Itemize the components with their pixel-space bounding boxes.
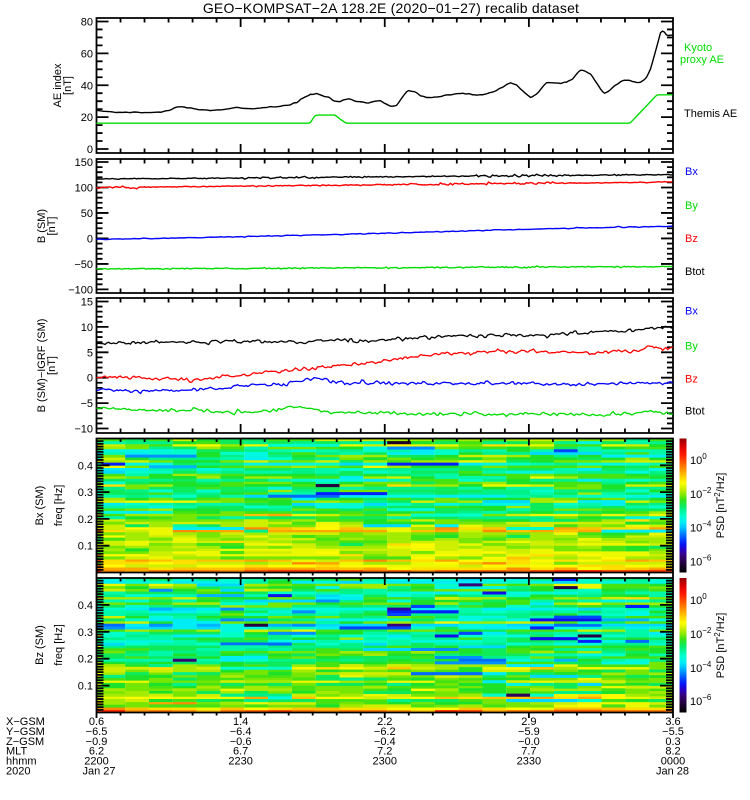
svg-text:10: 10	[81, 322, 93, 334]
svg-text:PSD [nT2/Hz]: PSD [nT2/Hz]	[713, 613, 727, 679]
svg-text:Bx: Bx	[685, 166, 698, 178]
svg-text:2.2: 2.2	[377, 716, 392, 728]
svg-text:−10: −10	[74, 424, 93, 436]
svg-text:−0.0: −0.0	[518, 736, 540, 748]
svg-text:AE index: AE index	[52, 63, 64, 108]
svg-text:Bz: Bz	[685, 374, 698, 386]
svg-text:Btot: Btot	[685, 406, 705, 418]
svg-text:Btot: Btot	[685, 266, 705, 278]
svg-text:15: 15	[81, 297, 93, 309]
svg-text:−6.4: −6.4	[230, 726, 252, 738]
svg-text:By: By	[685, 340, 698, 352]
svg-text:150: 150	[75, 157, 93, 169]
svg-text:2300: 2300	[373, 756, 397, 768]
svg-text:−0.6: −0.6	[230, 736, 252, 748]
svg-text:proxy AE: proxy AE	[680, 54, 724, 66]
svg-text:50: 50	[81, 208, 93, 220]
svg-text:60: 60	[81, 48, 93, 60]
svg-text:MLT: MLT	[6, 746, 27, 758]
svg-text:0.3: 0.3	[78, 627, 93, 639]
svg-text:5: 5	[87, 347, 93, 359]
svg-text:2020: 2020	[6, 766, 30, 778]
svg-text:Jan 28: Jan 28	[656, 766, 689, 778]
svg-text:B (SM)−IGRF (SM): B (SM)−IGRF (SM)	[36, 319, 48, 413]
svg-text:0.2: 0.2	[78, 514, 93, 526]
svg-text:0.6: 0.6	[89, 716, 104, 728]
svg-text:X−GSM: X−GSM	[6, 716, 45, 728]
svg-text:40: 40	[81, 80, 93, 92]
svg-text:0: 0	[87, 144, 93, 156]
svg-text:hhmm: hhmm	[6, 756, 37, 768]
svg-text:−50: −50	[74, 259, 93, 271]
svg-text:0.3: 0.3	[78, 487, 93, 499]
svg-text:Bz (SM): Bz (SM)	[34, 625, 46, 665]
svg-text:2230: 2230	[228, 756, 252, 768]
svg-text:Jan 27: Jan 27	[82, 766, 115, 778]
svg-text:Bx: Bx	[685, 306, 698, 318]
svg-text:−5.5: −5.5	[662, 726, 684, 738]
svg-text:2200: 2200	[84, 756, 108, 768]
svg-text:−5: −5	[80, 398, 93, 410]
svg-text:freq [Hz]: freq [Hz]	[53, 485, 65, 527]
svg-text:By: By	[685, 200, 698, 212]
svg-text:0: 0	[87, 373, 93, 385]
svg-text:Kyoto: Kyoto	[684, 42, 712, 54]
svg-text:freq [Hz]: freq [Hz]	[53, 624, 65, 666]
svg-text:[nT]: [nT]	[46, 217, 58, 236]
svg-text:Bz: Bz	[685, 233, 698, 245]
svg-text:[nT]: [nT]	[46, 356, 58, 375]
svg-text:2330: 2330	[517, 756, 541, 768]
svg-text:3.6: 3.6	[665, 716, 680, 728]
svg-text:Themis AE: Themis AE	[684, 108, 737, 120]
svg-text:0.1: 0.1	[78, 541, 93, 553]
svg-text:0.3: 0.3	[665, 736, 680, 748]
svg-text:B (SM): B (SM)	[36, 209, 48, 243]
svg-text:[nT]: [nT]	[62, 76, 74, 95]
svg-text:7.7: 7.7	[521, 746, 536, 758]
svg-text:−6.5: −6.5	[86, 726, 108, 738]
svg-text:0.1: 0.1	[78, 681, 93, 693]
svg-text:−6.2: −6.2	[374, 726, 396, 738]
svg-text:0.4: 0.4	[78, 600, 93, 612]
svg-text:0000: 0000	[661, 756, 685, 768]
svg-text:6.7: 6.7	[233, 746, 248, 758]
svg-text:7.2: 7.2	[377, 746, 392, 758]
svg-text:6.2: 6.2	[89, 746, 104, 758]
svg-text:PSD [nT2/Hz]: PSD [nT2/Hz]	[713, 473, 727, 539]
svg-text:20: 20	[81, 112, 93, 124]
svg-text:−5.9: −5.9	[518, 726, 540, 738]
svg-text:Y−GSM: Y−GSM	[6, 726, 45, 738]
svg-text:−100: −100	[68, 284, 93, 296]
svg-text:0.4: 0.4	[78, 460, 93, 472]
svg-text:0.2: 0.2	[78, 654, 93, 666]
svg-text:8.2: 8.2	[665, 746, 680, 758]
svg-text:Z−GSM: Z−GSM	[6, 736, 44, 748]
svg-text:1.4: 1.4	[233, 716, 248, 728]
svg-text:2.9: 2.9	[521, 716, 536, 728]
svg-text:0: 0	[87, 233, 93, 245]
svg-text:−0.9: −0.9	[86, 736, 108, 748]
svg-text:−0.4: −0.4	[374, 736, 396, 748]
svg-text:Bx (SM): Bx (SM)	[34, 486, 46, 526]
svg-text:GEO−KOMPSAT−2A 128.2E (2020−01: GEO−KOMPSAT−2A 128.2E (2020−01−27) recal…	[203, 0, 579, 16]
svg-text:80: 80	[81, 17, 93, 29]
svg-text:100: 100	[75, 182, 93, 194]
